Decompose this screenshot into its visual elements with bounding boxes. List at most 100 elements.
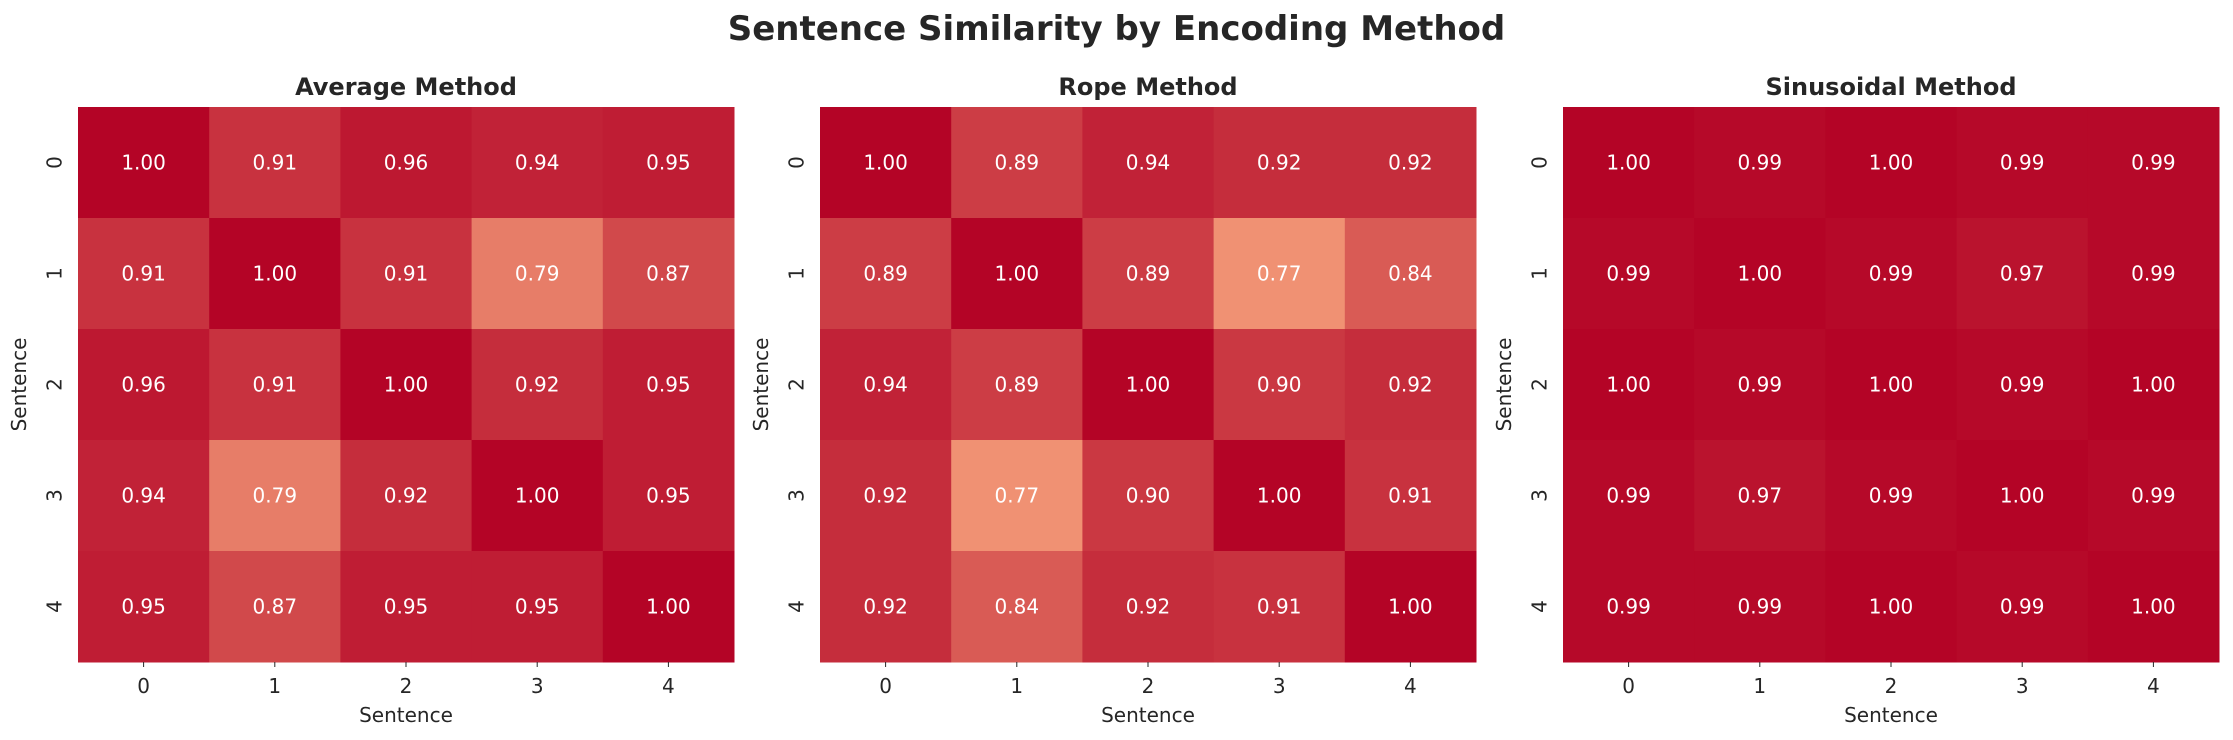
heatmap-cell	[78, 551, 210, 663]
y-tick-label: 1	[785, 267, 809, 280]
cell-value-label: 0.99	[1606, 595, 1651, 619]
heatmap-cell	[1082, 329, 1215, 441]
heatmap-cell	[1563, 329, 1695, 441]
cell-value-label: 0.95	[646, 151, 691, 175]
heatmap-cell	[2087, 218, 2220, 330]
cell-value-label: 0.95	[121, 595, 166, 619]
cell-value-label: 1.00	[515, 484, 560, 508]
x-axis-label: Sentence	[1844, 703, 1938, 727]
cell-value-label: 0.96	[384, 151, 429, 175]
cell-value-label: 0.95	[646, 373, 691, 397]
y-tick-label: 3	[1528, 489, 1552, 502]
cell-value-label: 0.87	[253, 595, 298, 619]
y-tick-label: 3	[43, 489, 67, 502]
x-tick-label: 1	[268, 674, 281, 698]
cell-value-label: 1.00	[1126, 373, 1171, 397]
cell-value-label: 0.91	[384, 262, 429, 286]
cell-value-label: 0.94	[515, 151, 560, 175]
cell-value-label: 1.00	[1869, 595, 1914, 619]
x-tick-label: 3	[2016, 674, 2029, 698]
y-tick-label: 0	[43, 156, 67, 169]
cell-value-label: 0.84	[995, 595, 1040, 619]
heatmap-cell	[951, 107, 1083, 219]
cell-value-label: 0.92	[515, 373, 560, 397]
y-tick-label: 4	[43, 600, 67, 613]
cell-value-label: 0.89	[863, 262, 908, 286]
cell-value-label: 0.99	[1869, 262, 1914, 286]
cell-value-label: 1.00	[2000, 484, 2045, 508]
heatmap-cell	[1213, 329, 1346, 441]
heatmap-cell	[1825, 218, 1958, 330]
heatmap-cell	[1694, 329, 1826, 441]
y-tick-label: 3	[785, 489, 809, 502]
cell-value-label: 1.00	[1606, 373, 1651, 397]
heatmap-cell	[340, 218, 473, 330]
cell-value-label: 0.90	[1126, 484, 1171, 508]
cell-value-label: 0.91	[1257, 595, 1302, 619]
panel-title: Average Method	[295, 73, 517, 101]
heatmap-cell	[951, 440, 1083, 552]
cell-value-label: 0.92	[863, 484, 908, 508]
cell-value-label: 0.99	[1738, 373, 1783, 397]
cell-value-label: 0.84	[1388, 262, 1433, 286]
heatmap-cell	[209, 440, 341, 552]
heatmap-cell	[1213, 551, 1346, 663]
cell-value-label: 0.79	[515, 262, 560, 286]
heatmap-cell	[602, 329, 735, 441]
heatmap-cell	[1694, 440, 1826, 552]
cell-value-label: 0.99	[2131, 262, 2176, 286]
y-axis-label: Sentence	[7, 338, 31, 432]
y-tick-label: 2	[785, 378, 809, 391]
cell-value-label: 1.00	[1606, 151, 1651, 175]
cell-value-label: 1.00	[863, 151, 908, 175]
cell-value-label: 1.00	[995, 262, 1040, 286]
heatmap-cell	[951, 551, 1083, 663]
y-tick-label: 2	[43, 378, 67, 391]
cell-value-label: 0.89	[995, 373, 1040, 397]
x-tick-label: 0	[1622, 674, 1635, 698]
x-tick-label: 3	[1273, 674, 1286, 698]
x-tick-label: 0	[137, 674, 150, 698]
heatmap-cell	[209, 218, 341, 330]
cell-value-label: 0.92	[1388, 151, 1433, 175]
heatmap-cell	[602, 107, 735, 219]
cell-value-label: 0.77	[1257, 262, 1302, 286]
heatmap-cell	[471, 107, 604, 219]
heatmap-cell	[78, 329, 210, 441]
heatmap-cell	[1082, 107, 1215, 219]
cell-value-label: 0.91	[253, 151, 298, 175]
heatmap-cell	[1694, 107, 1826, 219]
heatmap-cell	[471, 551, 604, 663]
cell-value-label: 1.00	[1738, 262, 1783, 286]
heatmap-cell	[1563, 440, 1695, 552]
cell-value-label: 0.97	[1738, 484, 1783, 508]
heatmap-cell	[1213, 107, 1346, 219]
heatmap-cell	[471, 329, 604, 441]
y-tick-label: 4	[785, 600, 809, 613]
cell-value-label: 0.91	[121, 262, 166, 286]
cell-value-label: 0.99	[1869, 484, 1914, 508]
heatmap-cell	[1082, 551, 1215, 663]
cell-value-label: 1.00	[1388, 595, 1433, 619]
cell-value-label: 0.89	[995, 151, 1040, 175]
heatmap-cell	[820, 440, 952, 552]
cell-value-label: 0.99	[2000, 595, 2045, 619]
heatmap-cell	[340, 440, 473, 552]
heatmap-cell	[820, 551, 952, 663]
x-tick-label: 3	[531, 674, 544, 698]
cell-value-label: 0.92	[1388, 373, 1433, 397]
x-axis-label: Sentence	[1101, 703, 1195, 727]
y-tick-label: 4	[1528, 600, 1552, 613]
x-tick-label: 0	[879, 674, 892, 698]
heatmap-cell	[820, 107, 952, 219]
heatmap-cell	[471, 218, 604, 330]
figure-title: Sentence Similarity by Encoding Method	[727, 9, 1506, 49]
heatmap-cell	[1956, 551, 2089, 663]
cell-value-label: 0.95	[384, 595, 429, 619]
cell-value-label: 0.99	[1606, 262, 1651, 286]
x-tick-label: 1	[1010, 674, 1023, 698]
cell-value-label: 1.00	[1869, 151, 1914, 175]
x-tick-label: 4	[2147, 674, 2160, 698]
cell-value-label: 1.00	[253, 262, 298, 286]
